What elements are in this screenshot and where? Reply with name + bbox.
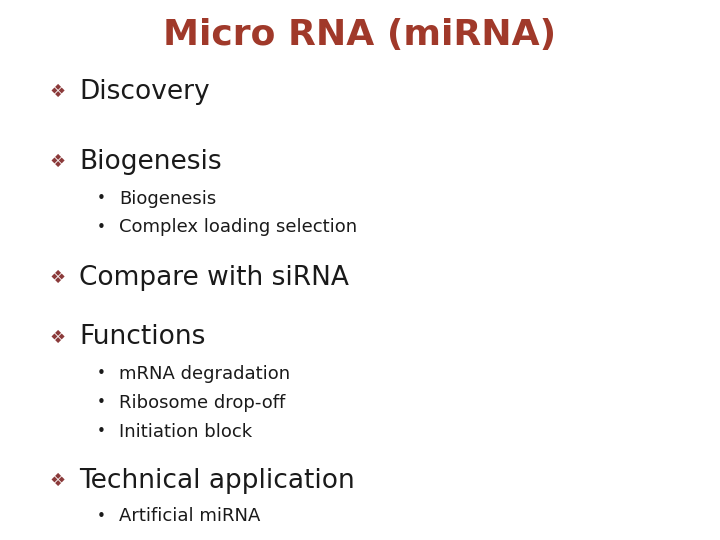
Text: Discovery: Discovery <box>79 79 210 105</box>
Text: Initiation block: Initiation block <box>119 423 252 441</box>
Text: •: • <box>96 191 105 206</box>
Text: ❖: ❖ <box>50 269 66 287</box>
Text: •: • <box>96 509 105 524</box>
Text: ❖: ❖ <box>50 83 66 101</box>
Text: •: • <box>96 366 105 381</box>
Text: Artificial miRNA: Artificial miRNA <box>119 507 260 525</box>
Text: •: • <box>96 220 105 235</box>
Text: •: • <box>96 395 105 410</box>
Text: •: • <box>96 424 105 440</box>
Text: Complex loading selection: Complex loading selection <box>119 218 357 237</box>
Text: ❖: ❖ <box>50 328 66 347</box>
Text: Functions: Functions <box>79 325 206 350</box>
Text: ❖: ❖ <box>50 471 66 490</box>
Text: Micro RNA (miRNA): Micro RNA (miRNA) <box>163 18 557 52</box>
Text: mRNA degradation: mRNA degradation <box>119 364 290 383</box>
Text: Biogenesis: Biogenesis <box>79 149 222 175</box>
Text: Ribosome drop-off: Ribosome drop-off <box>119 394 285 412</box>
Text: ❖: ❖ <box>50 153 66 171</box>
Text: Biogenesis: Biogenesis <box>119 190 216 208</box>
Text: Compare with siRNA: Compare with siRNA <box>79 265 349 291</box>
Text: Technical application: Technical application <box>79 468 355 494</box>
